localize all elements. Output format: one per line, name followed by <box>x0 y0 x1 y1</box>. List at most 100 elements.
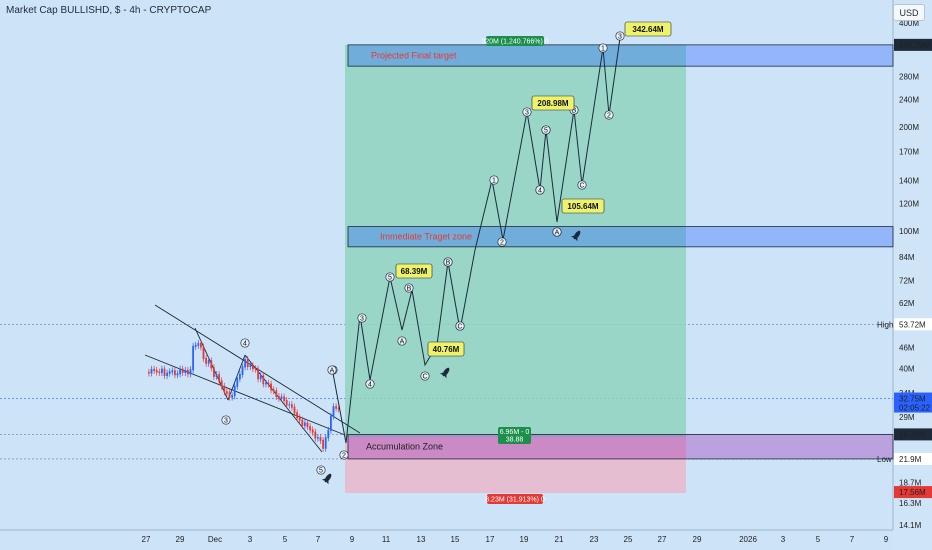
candle-body <box>174 370 176 376</box>
x-tick-label: 9 <box>884 535 889 544</box>
candle-body <box>192 345 194 371</box>
price-label-4: 21.9M <box>899 455 922 464</box>
wave-label-25: 4 <box>535 185 545 195</box>
y-tick-label: 40M <box>899 365 915 374</box>
candle-body <box>202 346 205 360</box>
wave-label-circle <box>598 43 608 53</box>
callout-text: 68.39M <box>401 267 428 276</box>
x-tick-label: 9 <box>350 535 355 544</box>
wave-label-circle <box>541 125 551 135</box>
candle-body <box>288 404 291 406</box>
wave-label-text: B <box>572 108 577 115</box>
y-tick-label: 29M <box>899 413 915 422</box>
wave-label-circle <box>535 185 545 195</box>
candle-body <box>319 437 322 441</box>
candle-body <box>304 422 306 426</box>
y-tick-label: 100M <box>899 227 919 236</box>
wave-label-circle <box>327 365 337 375</box>
wave-label-circle <box>404 283 414 293</box>
wave-label-6: B <box>404 283 414 293</box>
candle-body <box>332 406 335 417</box>
wave-label-14: 1 <box>489 175 499 185</box>
wave-label-text: 1 <box>601 46 605 53</box>
candle-body <box>244 359 246 368</box>
price-label-1: 53.72M <box>899 320 926 329</box>
callout-0: 342.64M <box>624 21 672 37</box>
x-tick-label: 3 <box>781 535 786 544</box>
x-tick-label: 2026 <box>739 535 757 544</box>
x-tick-label: 29 <box>693 535 702 544</box>
wave-label-15: 2 <box>497 237 507 247</box>
wave-label-text: 2 <box>342 453 346 460</box>
callout-text: 342.64M <box>632 25 663 34</box>
wave-label-3: 4 <box>365 379 375 389</box>
wave-label-9: 4 <box>240 338 250 348</box>
candle-body <box>337 407 340 410</box>
candle-body <box>272 389 275 392</box>
wave-label-circle <box>397 336 407 346</box>
candle-body <box>270 383 272 391</box>
candle-body <box>166 372 168 377</box>
candle-body <box>283 396 285 401</box>
candle-body <box>210 360 213 369</box>
wave-c-line <box>244 354 323 453</box>
candle-body <box>150 368 153 374</box>
candle-body <box>335 406 337 409</box>
wave-b-line <box>227 354 246 401</box>
candle-body <box>262 375 265 385</box>
wave-label-text: 2 <box>607 113 611 120</box>
wave-label-circle <box>316 465 326 475</box>
candle-body <box>176 373 179 376</box>
candle-body <box>249 365 252 368</box>
entry-tag-bg <box>498 427 531 444</box>
stop-tag-bg <box>487 494 543 504</box>
candle-body <box>194 344 197 347</box>
y-tick-label: 84M <box>899 253 915 262</box>
wave-label-text: A <box>400 339 405 346</box>
callout-box <box>395 263 433 279</box>
candle-body <box>309 426 311 431</box>
candle-body <box>239 373 241 380</box>
candle-body <box>330 415 332 431</box>
wave-label-7: C <box>420 371 430 381</box>
candle-body <box>275 390 278 397</box>
wave-label-11: A <box>327 365 337 375</box>
candle-body <box>218 374 220 382</box>
candle-body <box>327 429 330 439</box>
candle-body <box>215 374 218 377</box>
y-tick-label: 280M <box>899 73 919 82</box>
wave-label-text: 5 <box>388 275 392 282</box>
wave-label-28: B <box>443 257 453 267</box>
candle-body <box>181 368 184 373</box>
candle-body <box>189 369 192 375</box>
wave-label-1: 2 <box>339 450 349 460</box>
candle-body <box>233 385 236 397</box>
zone-box-0 <box>347 44 894 67</box>
price-axis-panel <box>893 0 932 550</box>
currency-button[interactable]: USD <box>893 4 925 21</box>
wave-label-text: 3 <box>224 418 228 425</box>
x-tick-label: 15 <box>451 535 460 544</box>
y-tick-label: 140M <box>899 177 919 186</box>
candle-body <box>293 406 296 414</box>
candle-body <box>155 369 158 373</box>
x-tick-label: 3 <box>248 535 253 544</box>
y-tick-label: 240M <box>899 96 919 105</box>
chart-title: Market Cap BULLISHD, $ - 4h - CRYPTOCAP <box>6 5 212 16</box>
candle-body <box>322 439 324 449</box>
candle-body <box>220 380 223 387</box>
callout-box <box>624 21 672 37</box>
y-tick-label: 120M <box>899 200 919 209</box>
wave-label-2: 3 <box>357 313 367 323</box>
callout-box <box>561 198 605 214</box>
wave-label-text: C <box>579 183 584 190</box>
wave-label-circle <box>455 321 465 331</box>
callout-4: 40.76M <box>427 341 465 357</box>
candle-body <box>197 343 200 346</box>
callout-1: 208.98M <box>531 95 575 111</box>
x-tick-label: 5 <box>816 535 821 544</box>
candle-body <box>205 358 207 364</box>
candle-body <box>252 365 254 370</box>
